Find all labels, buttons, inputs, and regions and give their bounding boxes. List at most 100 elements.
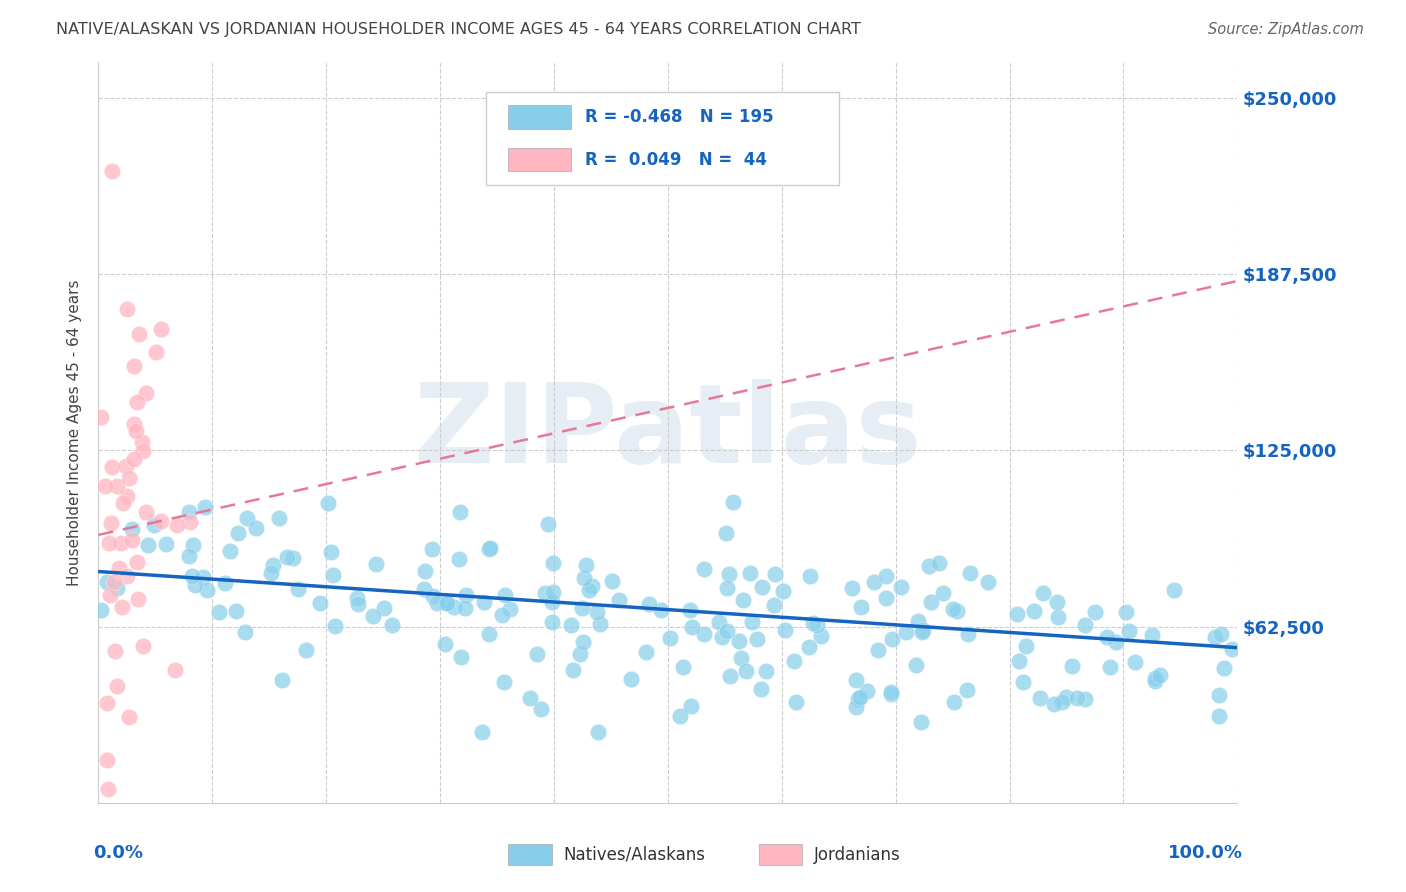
Point [276, 549, 298, 564]
Point [136, 537, 159, 551]
Point [849, 599, 872, 614]
Point [322, 567, 344, 582]
Point [637, 598, 659, 612]
Point [434, 596, 457, 610]
Point [1143, 674, 1166, 689]
Point [132, 639, 155, 653]
Point [534, 586, 557, 600]
Point [101, 460, 124, 475]
Bar [759, 844, 803, 865]
Point [526, 647, 548, 661]
Point [959, 566, 981, 580]
Point [709, 615, 731, 629]
Point [875, 591, 897, 605]
Point [1074, 691, 1097, 706]
Point [194, 500, 217, 514]
Point [321, 545, 343, 559]
Point [1022, 604, 1045, 618]
Point [184, 578, 207, 592]
Point [751, 681, 773, 696]
Point [735, 664, 758, 678]
Point [928, 556, 950, 570]
Point [880, 685, 903, 699]
Point [125, 555, 148, 569]
Point [115, 458, 138, 473]
Point [620, 673, 643, 687]
Point [773, 623, 796, 637]
Point [668, 708, 690, 723]
Point [730, 650, 752, 665]
Point [98, 589, 121, 603]
Point [693, 562, 716, 576]
Point [560, 618, 582, 632]
Point [1046, 610, 1069, 624]
Point [1143, 671, 1166, 685]
Point [740, 566, 762, 580]
Point [422, 590, 444, 604]
Point [308, 596, 330, 610]
Bar [509, 844, 551, 865]
Point [848, 690, 870, 704]
Point [658, 631, 681, 645]
Point [541, 595, 564, 609]
Point [679, 603, 702, 617]
Point [225, 604, 247, 618]
Point [717, 567, 740, 582]
Text: 0.0%: 0.0% [93, 844, 143, 862]
Point [868, 643, 890, 657]
Point [727, 634, 749, 648]
Point [609, 593, 631, 607]
Point [214, 576, 236, 591]
Point [721, 494, 744, 508]
Point [177, 549, 200, 564]
Point [117, 489, 139, 503]
Point [541, 556, 564, 570]
Point [763, 567, 786, 582]
Point [346, 591, 368, 605]
Point [762, 599, 785, 613]
Point [111, 600, 134, 615]
Point [1163, 583, 1185, 598]
Point [193, 570, 215, 584]
Point [1052, 695, 1074, 709]
Point [121, 533, 143, 548]
Point [932, 586, 955, 600]
Point [100, 516, 122, 531]
Point [894, 625, 917, 640]
Point [413, 564, 436, 578]
Point [945, 604, 967, 618]
Point [942, 602, 965, 616]
Point [145, 344, 167, 359]
Text: ZIPatlas: ZIPatlas [413, 379, 922, 486]
Point [1209, 627, 1232, 641]
Point [155, 537, 177, 551]
Point [233, 624, 256, 639]
Point [131, 434, 153, 449]
Point [1043, 698, 1066, 712]
Point [208, 605, 231, 619]
Point [801, 615, 824, 630]
Point [108, 560, 131, 574]
Point [287, 582, 309, 596]
Point [650, 602, 672, 616]
Point [128, 327, 150, 342]
Point [94, 479, 117, 493]
Point [716, 582, 738, 596]
Point [180, 569, 202, 583]
Point [957, 626, 980, 640]
Point [1115, 606, 1137, 620]
Point [425, 596, 447, 610]
Point [589, 616, 612, 631]
Point [112, 496, 135, 510]
Point [731, 593, 754, 607]
Bar [509, 148, 571, 171]
Point [718, 668, 741, 682]
Point [1095, 630, 1118, 644]
Point [179, 515, 201, 529]
Point [797, 640, 820, 655]
Point [105, 479, 128, 493]
Point [1208, 688, 1230, 702]
Point [562, 663, 585, 677]
Point [772, 583, 794, 598]
Point [101, 164, 124, 178]
